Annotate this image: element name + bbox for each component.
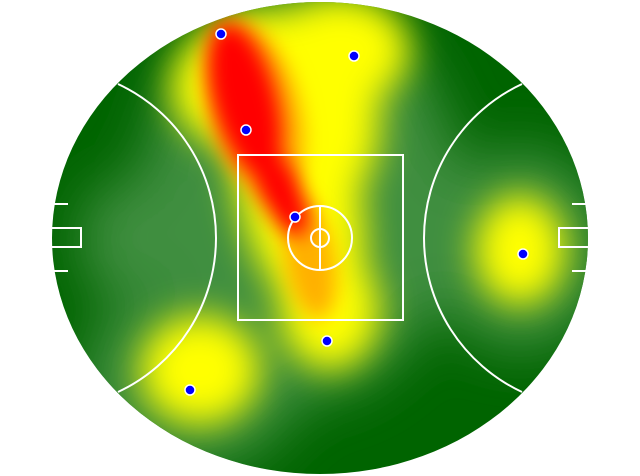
left-goal-lines (52, 203, 68, 272)
data-point (289, 211, 301, 223)
data-point (184, 384, 196, 396)
right-goal-lines (572, 203, 588, 272)
heat-yellow (270, 2, 410, 105)
heat-red (207, 22, 283, 178)
right-goal-square (558, 227, 588, 248)
data-point (321, 335, 333, 347)
field-markings (52, 83, 588, 393)
centre-square (237, 154, 404, 321)
left-goal-square (52, 227, 82, 248)
data-point (215, 28, 227, 40)
heat-halo (80, 180, 160, 300)
heat-yellow (320, 50, 380, 190)
heat-yellow (140, 315, 260, 425)
data-point (348, 50, 360, 62)
points-layer (184, 28, 529, 396)
data-point (240, 124, 252, 136)
left-50m-arc (117, 83, 217, 393)
right-50m-arc (423, 83, 523, 393)
data-point (517, 248, 529, 260)
